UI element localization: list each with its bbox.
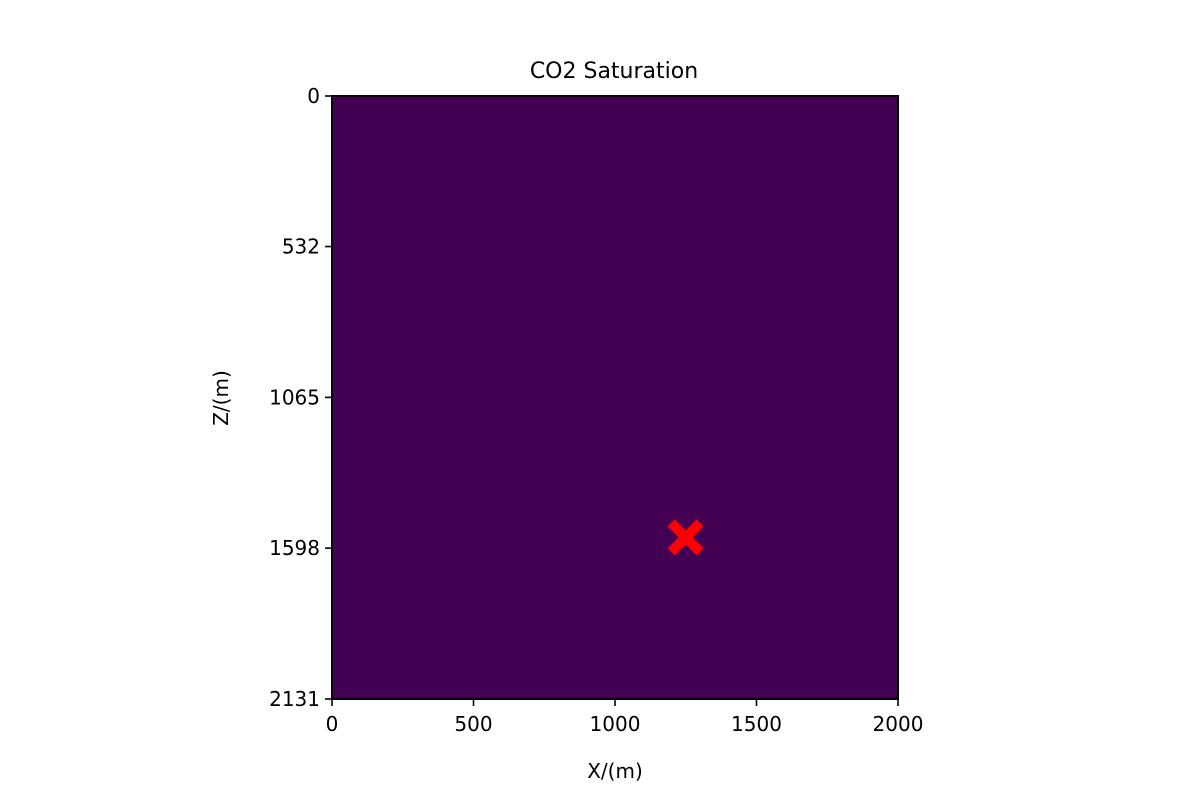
- y-tick-label: 2131: [269, 687, 320, 711]
- x-tick-label: 1500: [731, 712, 782, 736]
- y-tick-label: 1598: [269, 536, 320, 560]
- y-axis-label: Z/(m): [209, 370, 233, 426]
- x-axis-label: X/(m): [587, 759, 643, 783]
- plot-frame: [331, 95, 899, 700]
- y-tick-label: 1065: [269, 385, 320, 409]
- y-axis-ticks: 0 532 1065 1598 2131: [269, 84, 332, 711]
- saturation-field: [332, 96, 898, 699]
- x-tick-label: 2000: [873, 712, 924, 736]
- x-tick-label: 0: [326, 712, 339, 736]
- marker-x-shape: [667, 519, 704, 556]
- chart-title: CO2 Saturation: [530, 59, 698, 84]
- y-tick-label: 532: [282, 235, 320, 259]
- x-tick-label: 500: [454, 712, 492, 736]
- y-tick-label: 0: [307, 84, 320, 108]
- x-tick-label: 1000: [590, 712, 641, 736]
- injection-point-marker: [667, 519, 704, 556]
- x-axis-ticks: 0 500 1000 1500 2000: [326, 699, 924, 736]
